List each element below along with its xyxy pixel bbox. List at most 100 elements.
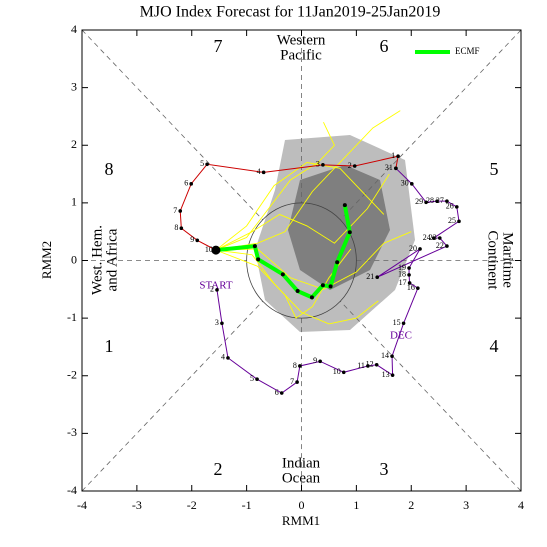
y-tick-label: 3	[71, 79, 77, 93]
forecast-point	[256, 257, 261, 262]
ensemble-line	[215, 173, 390, 251]
observed-point	[445, 199, 449, 203]
day-label: 5	[250, 374, 254, 383]
day-label: 4	[221, 353, 225, 362]
day-label: 6	[184, 179, 188, 188]
day-label: 14	[381, 351, 389, 360]
y-tick-label: -3	[67, 425, 77, 439]
phase-label: 5	[490, 159, 499, 179]
observed-point	[409, 182, 414, 186]
forecast-point	[328, 284, 333, 289]
annotation: DEC	[390, 330, 412, 342]
observed-point	[179, 226, 184, 231]
y-tick-label: -1	[67, 310, 77, 324]
observed-point	[205, 162, 209, 167]
x-tick-label: -2	[187, 498, 197, 512]
observed-point	[416, 286, 420, 290]
observed-point	[295, 380, 299, 384]
day-label: 1	[391, 151, 395, 160]
observed-point	[255, 377, 259, 382]
day-label: 24	[423, 233, 431, 242]
day-label: 31	[385, 163, 393, 172]
observed-point	[396, 154, 400, 158]
annotation: START	[199, 280, 233, 292]
day-label: 9	[313, 356, 317, 365]
observed-point	[437, 236, 442, 240]
y-tick-label: 1	[71, 195, 77, 209]
guide-line	[340, 29, 522, 221]
phase-label: 4	[490, 336, 499, 356]
spread-inner	[288, 165, 390, 290]
phase-label: 1	[105, 336, 114, 356]
forecast-point	[211, 245, 221, 255]
x-tick-label: 1	[353, 498, 359, 512]
region-label: West. Hem.	[89, 225, 105, 295]
day-label: 15	[393, 318, 401, 327]
day-label: 21	[366, 272, 374, 281]
region-label: and Africa	[104, 228, 120, 291]
y-tick-label: 0	[71, 252, 77, 266]
forecast-point	[342, 203, 347, 208]
x-tick-label: 0	[299, 498, 305, 512]
plot-frame	[81, 29, 522, 492]
day-label: 8	[174, 223, 178, 232]
day-label: 7	[290, 377, 294, 386]
guide-line	[340, 300, 522, 492]
phase-label: 2	[214, 459, 223, 479]
observed-line	[216, 167, 460, 394]
observed-point	[407, 273, 411, 277]
observed-point	[457, 219, 461, 224]
observed-point	[215, 288, 219, 292]
day-label: 27	[436, 196, 444, 205]
observed-point	[352, 164, 357, 168]
x-tick-label: 2	[408, 498, 414, 512]
observed-point	[366, 364, 370, 368]
observed-point	[407, 281, 412, 285]
day-label: 3	[316, 160, 320, 169]
day-label: 9	[190, 235, 194, 244]
ensemble-line	[215, 110, 401, 251]
observed-point	[418, 247, 422, 251]
observed-point	[195, 238, 200, 243]
ensemble-line	[215, 249, 379, 325]
phase-label: 3	[380, 459, 389, 479]
day-label: 12	[366, 360, 374, 369]
day-label: 5	[200, 159, 204, 168]
observed-point	[394, 166, 398, 171]
forecast-point	[320, 283, 325, 288]
phase-label: 7	[214, 36, 223, 56]
phase-label: 8	[105, 159, 114, 179]
day-label: 13	[382, 370, 390, 379]
observed-point	[178, 209, 183, 213]
forecast-point	[252, 244, 257, 249]
day-label: 11	[357, 361, 365, 370]
day-label: 26	[446, 202, 454, 211]
region-label: Ocean	[282, 470, 321, 486]
y-tick-label: 4	[71, 22, 77, 36]
forecast-point	[280, 272, 285, 277]
x-tick-label: -1	[242, 498, 252, 512]
observed-point	[435, 199, 439, 203]
forecast-point	[335, 260, 340, 265]
phase-label: 6	[380, 36, 389, 56]
y-tick-label: 2	[71, 137, 77, 151]
x-tick-label: 3	[463, 498, 469, 512]
chart-title: MJO Index Forecast for 11Jan2019-25Jan20…	[140, 4, 441, 21]
day-label: 3	[215, 318, 219, 327]
day-label: 28	[426, 196, 434, 205]
observed-point	[375, 275, 380, 280]
day-label: 6	[275, 388, 279, 397]
observed-point	[431, 236, 436, 240]
forecast-point	[295, 289, 300, 294]
x-tick-label: -3	[132, 498, 142, 512]
ensemble-line	[215, 248, 352, 319]
observed-point	[279, 391, 284, 395]
day-label: 16	[407, 283, 415, 292]
observed-point	[298, 364, 302, 368]
day-label: 30	[401, 179, 409, 188]
ensemble-line	[215, 122, 335, 251]
day-label: 18	[398, 270, 406, 279]
unit-circle	[246, 202, 357, 319]
day-label: 7	[173, 206, 177, 215]
